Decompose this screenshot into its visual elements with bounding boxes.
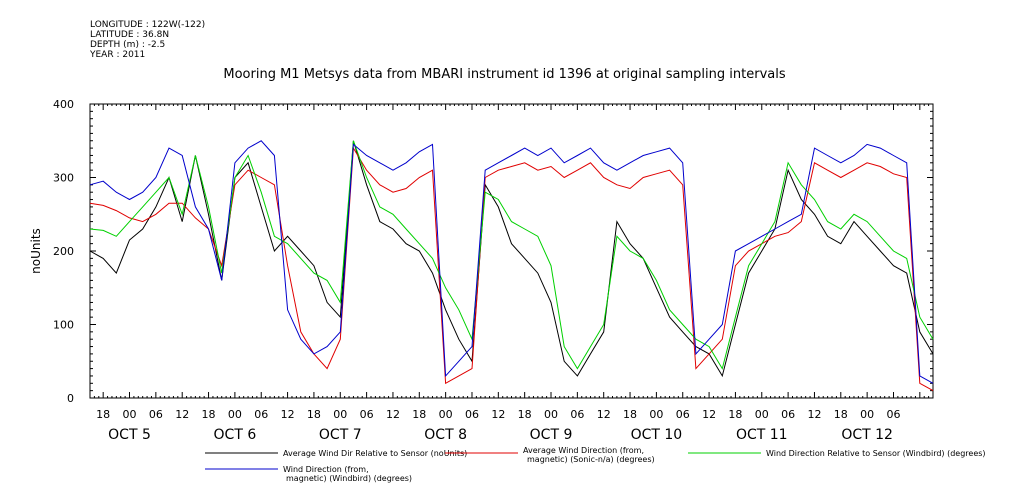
x-hour-label: 12 <box>702 408 716 421</box>
y-tick-label: 400 <box>53 98 74 111</box>
series-line-1 <box>89 146 934 392</box>
x-axis: 18 00 06 12 18 00 06 12 18 00 06 12 18 00 06 12 18 00 06 12… <box>89 104 934 443</box>
x-day-label: OCT 5 <box>108 427 151 443</box>
legend-label-blue-1: Wind Direction (from, <box>283 465 369 474</box>
legend: Average Wind Dir Relative to Sensor (noU… <box>205 446 986 483</box>
x-hour-label: 00 <box>439 408 453 421</box>
x-day-label: OCT 7 <box>319 427 362 443</box>
x-hour-label: 06 <box>149 408 163 421</box>
x-hour-label: 06 <box>570 408 584 421</box>
x-hour-label: 00 <box>649 408 663 421</box>
x-hour-label: 18 <box>728 408 742 421</box>
y-tick-label: 100 <box>53 319 74 332</box>
x-hour-label: 00 <box>860 408 874 421</box>
x-day-label: OCT 8 <box>424 427 467 443</box>
x-hour-label: 06 <box>465 408 479 421</box>
x-hour-label: 06 <box>254 408 268 421</box>
x-day-label: OCT 12 <box>841 427 893 443</box>
legend-label-red-2: magnetic) (Sonic-n/a) (degrees) <box>527 455 655 464</box>
chart-title: Mooring M1 Metsys data from MBARI instru… <box>223 67 786 82</box>
legend-label-red-1: Average Wind Direction (from, <box>523 446 644 455</box>
x-hour-label: 00 <box>123 408 137 421</box>
x-day-label: OCT 11 <box>736 427 788 443</box>
x-day-label: OCT 10 <box>631 427 683 443</box>
legend-label-blue-2: magnetic) (Windbird) (degrees) <box>286 474 412 483</box>
y-tick-label: 300 <box>53 172 74 185</box>
x-hour-label: 00 <box>228 408 242 421</box>
x-hour-label: 18 <box>202 408 216 421</box>
x-hour-label: 00 <box>755 408 769 421</box>
x-hour-label: 18 <box>623 408 637 421</box>
x-hour-label: 12 <box>386 408 400 421</box>
x-hour-label: 06 <box>360 408 374 421</box>
series-line-3 <box>89 140 934 384</box>
x-day-label: OCT 9 <box>530 427 573 443</box>
x-hour-label: 18 <box>307 408 321 421</box>
longitude-label: LONGITUDE : 122W(-122) <box>90 20 206 30</box>
x-hour-label: 18 <box>518 408 532 421</box>
x-hour-label: 00 <box>544 408 558 421</box>
metadata-block: LONGITUDE : 122W(-122) LATITUDE : 36.8N … <box>90 20 205 60</box>
latitude-label: LATITUDE : 36.8N <box>90 30 170 40</box>
series-group <box>89 140 934 392</box>
legend-label-black: Average Wind Dir Relative to Sensor (noU… <box>283 449 467 458</box>
y-axis: 0 100 200 300 400 <box>53 98 933 405</box>
x-hour-label: 00 <box>333 408 347 421</box>
x-hour-label: 12 <box>281 408 295 421</box>
depth-label: DEPTH (m) : -2.5 <box>90 40 166 50</box>
x-hour-label: 18 <box>412 408 426 421</box>
x-day-label: OCT 6 <box>214 427 257 443</box>
x-hour-label: 18 <box>834 408 848 421</box>
x-hour-label: 12 <box>491 408 505 421</box>
x-hour-label: 18 <box>96 408 110 421</box>
y-tick-label: 200 <box>53 245 74 258</box>
x-hour-label: 06 <box>781 408 795 421</box>
y-axis-label: noUnits <box>29 228 43 274</box>
x-hour-label: 12 <box>175 408 189 421</box>
x-hour-label: 12 <box>807 408 821 421</box>
x-hour-label: 06 <box>886 408 900 421</box>
x-hour-label: 12 <box>597 408 611 421</box>
legend-label-green: Wind Direction Relative to Sensor (Windb… <box>766 449 986 458</box>
year-label: YEAR : 2011 <box>90 50 146 60</box>
x-hour-label: 06 <box>676 408 690 421</box>
y-tick-label: 0 <box>67 392 74 405</box>
series-line-2 <box>89 140 934 370</box>
